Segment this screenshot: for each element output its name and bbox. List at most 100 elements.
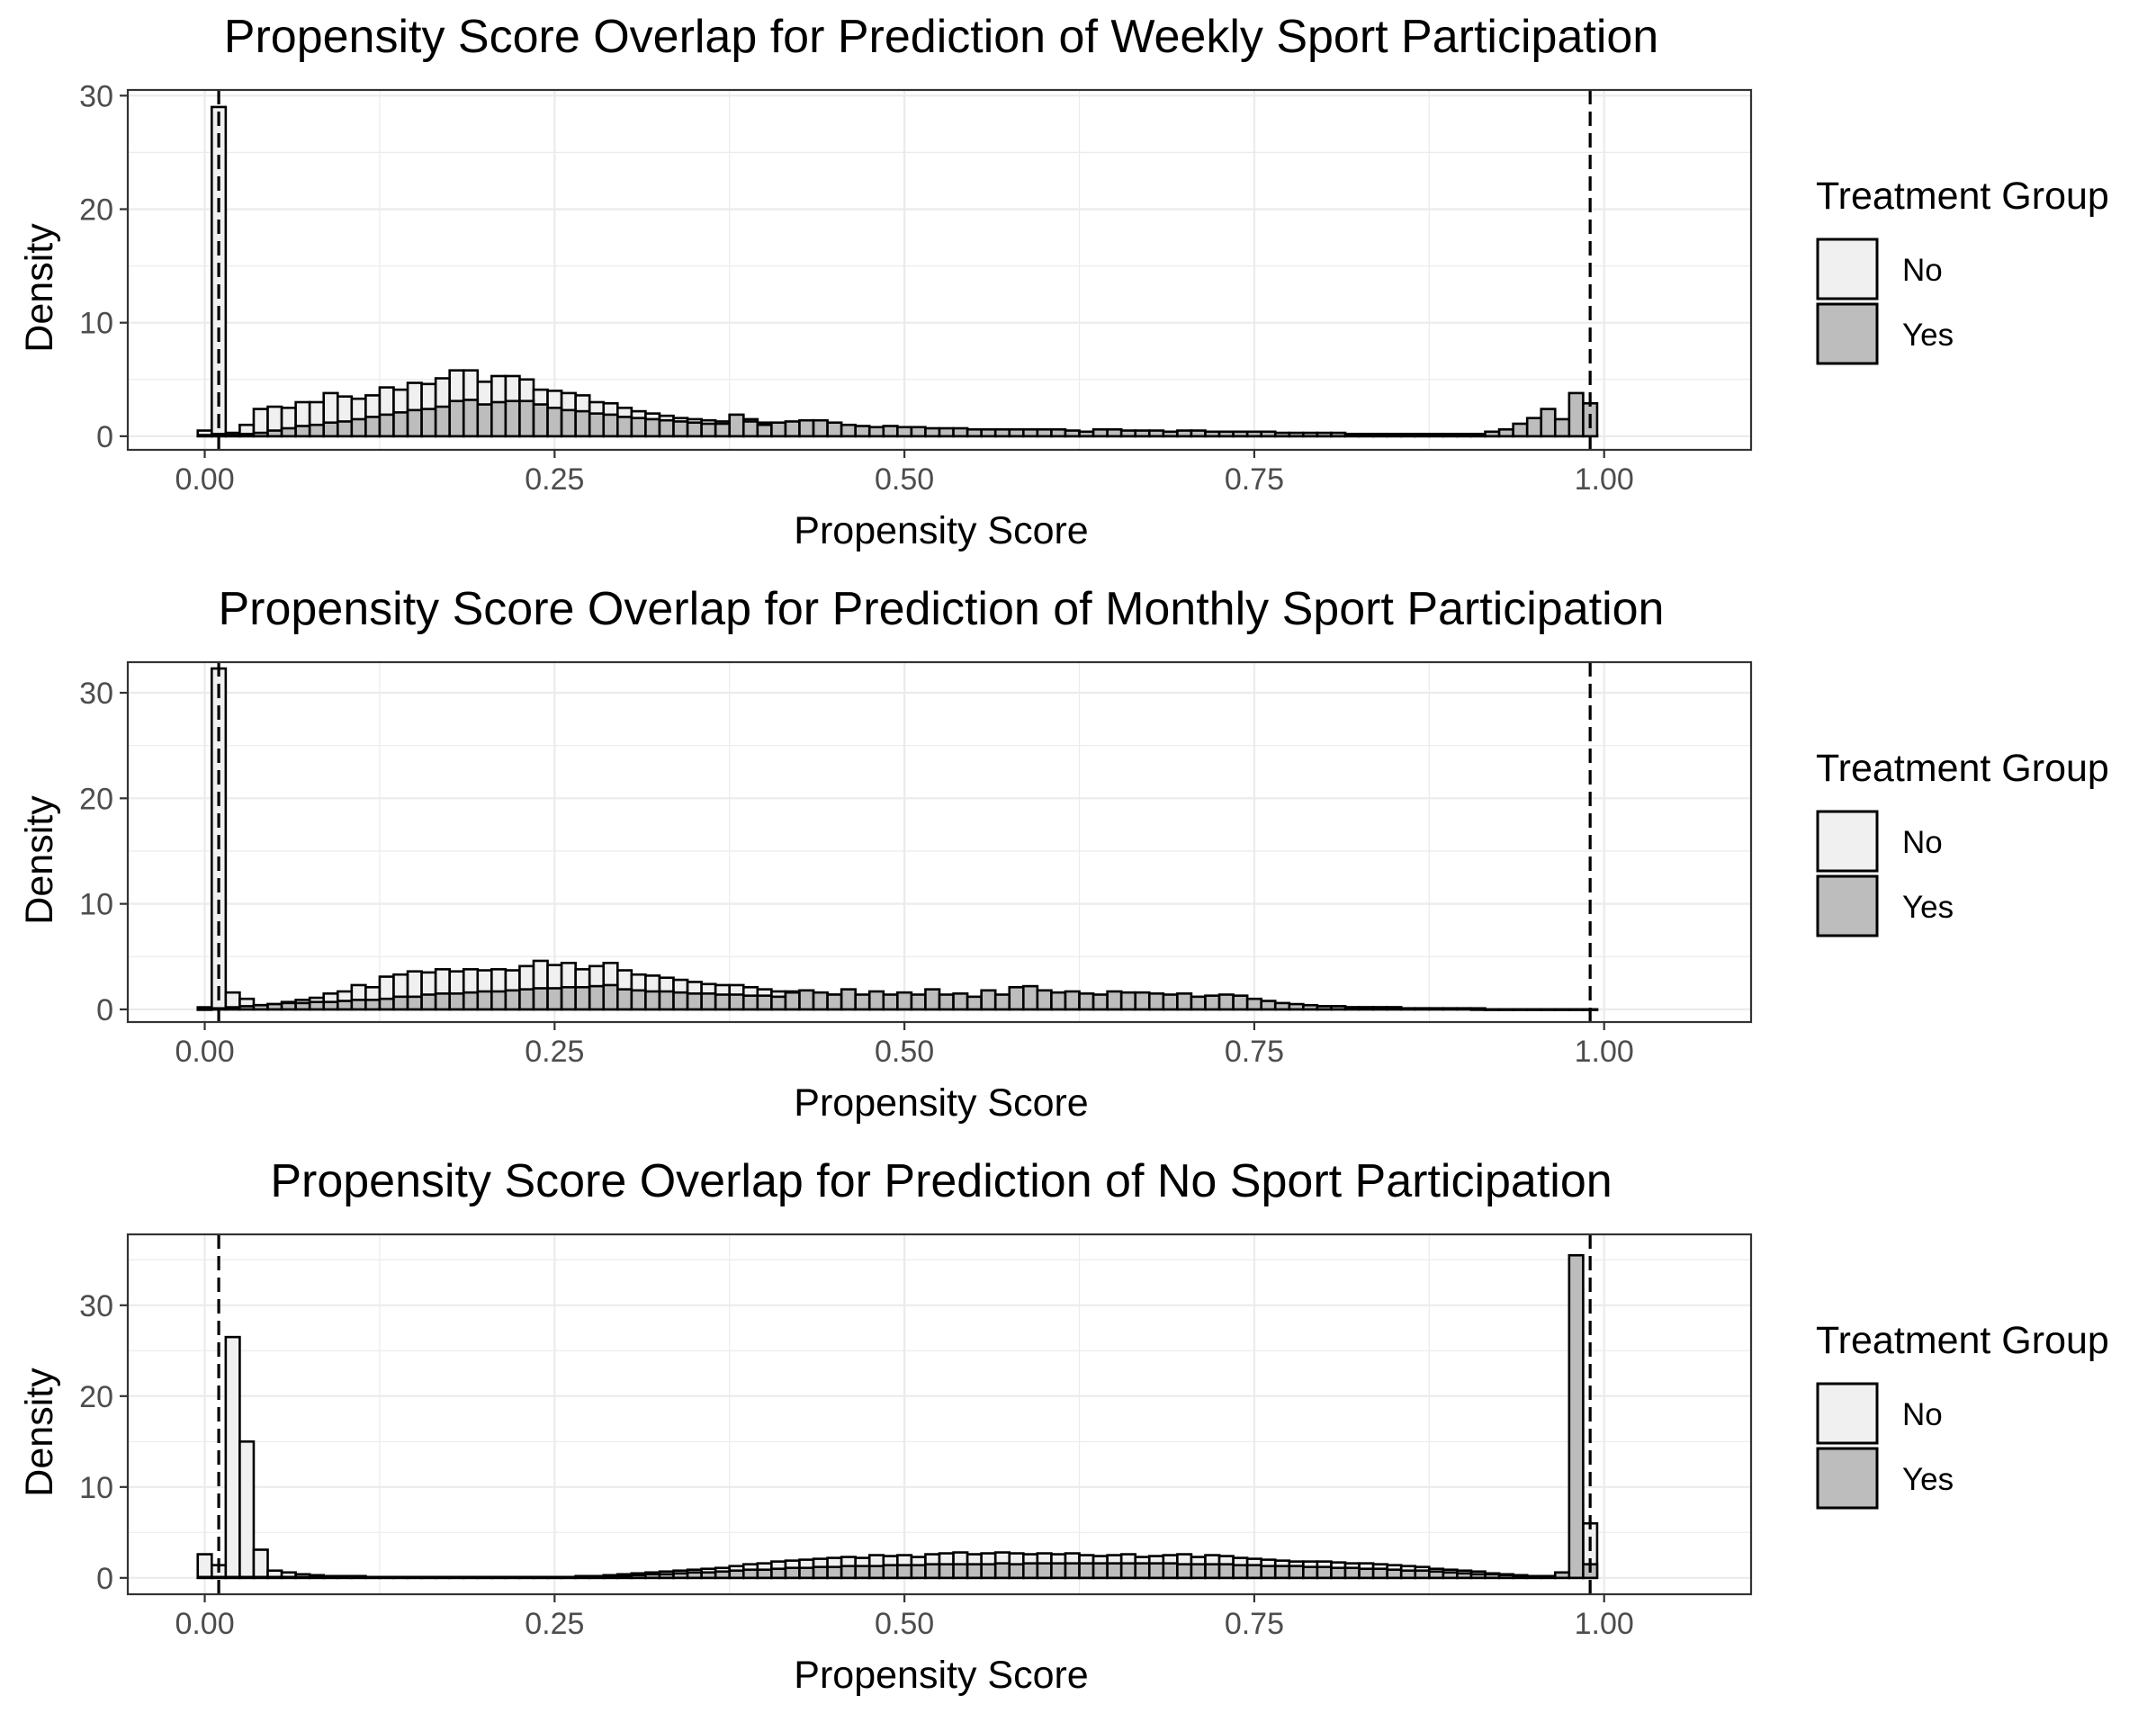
histogram-bar-yes (490, 400, 508, 438)
histogram-bar-yes (392, 1575, 409, 1580)
histogram-bar-yes (741, 420, 759, 438)
histogram-bar-yes (1288, 1002, 1305, 1011)
histogram-bar-yes (896, 1564, 913, 1580)
histogram-bar-yes (728, 413, 745, 438)
histogram-bar-yes (1484, 1573, 1501, 1580)
histogram-bar-no (252, 1548, 269, 1580)
legend-label-yes: Yes (1902, 1462, 1954, 1497)
histogram-bar-yes (518, 988, 535, 1011)
x-tick-label: 0.25 (525, 1035, 584, 1069)
x-tick-label: 0.00 (175, 462, 234, 497)
histogram-bar-yes (1386, 433, 1403, 438)
histogram-bar-yes (910, 1564, 927, 1580)
histogram-bar-yes (1497, 1574, 1514, 1580)
histogram-bar-yes (756, 423, 773, 438)
histogram-bar-yes (700, 422, 717, 438)
histogram-bar-yes (406, 995, 423, 1011)
histogram-bar-yes (1568, 1253, 1585, 1580)
histogram-bar-yes (476, 403, 493, 438)
histogram-bar-yes (1134, 991, 1151, 1011)
y-tick-label: 30 (79, 677, 113, 711)
histogram-bar-yes (938, 1563, 955, 1580)
histogram-bar-yes (1245, 1564, 1262, 1580)
histogram-bar-yes (882, 425, 899, 438)
histogram-bar-yes (1316, 431, 1333, 438)
histogram-bar-yes (867, 990, 885, 1011)
histogram-bar-yes (966, 995, 983, 1011)
x-tick-label: 1.00 (1575, 462, 1634, 497)
histogram-bar-yes (322, 421, 339, 438)
histogram-bar-yes (672, 991, 689, 1011)
x-tick-label: 0.75 (1225, 462, 1284, 497)
legend-key-no (1816, 238, 1879, 300)
histogram-bar-yes (1022, 1562, 1039, 1580)
histogram-bar-yes (602, 413, 619, 438)
y-tick-label: 0 (96, 993, 113, 1027)
histogram-bar-yes (448, 992, 465, 1011)
histogram-bar-yes (1428, 433, 1445, 438)
histogram-bar-yes (993, 993, 1011, 1011)
histogram-bar-yes (1050, 427, 1067, 438)
legend-label-no: No (1902, 825, 1943, 860)
histogram-bar-yes (1147, 992, 1165, 1011)
legend-key-yes (1816, 1447, 1879, 1510)
legend-key-no (1816, 1382, 1879, 1445)
histogram-bar-no (224, 1335, 241, 1580)
histogram-bar-yes (1064, 990, 1081, 1011)
histogram-bar-yes (266, 1575, 283, 1580)
histogram-bar-yes (784, 991, 801, 1011)
histogram-bar-yes (322, 1575, 339, 1580)
plot-background (128, 1234, 1751, 1594)
histogram-bar-yes (490, 1575, 508, 1580)
histogram-bar-yes (504, 399, 521, 438)
x-tick-label: 0.75 (1225, 1607, 1284, 1641)
histogram-bar-yes (952, 426, 969, 438)
histogram-bar-yes (826, 993, 843, 1011)
histogram-bar-yes (560, 408, 577, 438)
y-tick-label: 30 (79, 79, 113, 113)
histogram-bar-yes (350, 1575, 367, 1580)
histogram-bar-yes (1022, 984, 1039, 1011)
x-axis-title: Propensity Score (794, 509, 1088, 552)
x-axis-title: Propensity Score (794, 1654, 1088, 1697)
histogram-bar-yes (1540, 1574, 1557, 1580)
histogram-bar-yes (798, 418, 815, 438)
histogram-bar-yes (336, 1000, 354, 1011)
legend-key-yes (1816, 302, 1879, 365)
histogram-bar-yes (434, 1575, 451, 1580)
histogram-bar-yes (238, 1575, 256, 1580)
histogram-bar-yes (1273, 1565, 1291, 1580)
histogram-bar-yes (630, 417, 647, 438)
histogram-bar-no (196, 1553, 213, 1580)
legend-title: Treatment Group (1816, 175, 2109, 218)
histogram-bar-yes (532, 987, 549, 1011)
histogram-bar-yes (1497, 1008, 1514, 1011)
histogram-bar-yes (392, 995, 409, 1011)
histogram-bar-yes (476, 990, 493, 1011)
histogram-bar-yes (1078, 430, 1095, 438)
histogram-bar-yes (1553, 417, 1571, 438)
histogram-bar-yes (1302, 1003, 1319, 1011)
y-tick-label: 30 (79, 1289, 113, 1323)
histogram-bar-yes (826, 421, 843, 438)
histogram-bar-yes (1162, 993, 1179, 1011)
histogram-bar-yes (1371, 433, 1388, 438)
histogram-bar-yes (574, 985, 591, 1011)
histogram-bar-yes (378, 1575, 395, 1580)
histogram-bar-yes (1484, 430, 1501, 438)
legend-label-no: No (1902, 253, 1943, 288)
histogram-bar-no (238, 1440, 256, 1580)
histogram-bar-yes (434, 405, 451, 438)
histogram-bar-yes (1091, 993, 1109, 1011)
panel-weekly: Propensity Score Overlap for Prediction … (0, 0, 2156, 569)
histogram-bar-yes (700, 992, 717, 1011)
histogram-bar-yes (882, 1564, 899, 1580)
histogram-bar-yes (1386, 1568, 1403, 1580)
histogram-bar-yes (1469, 433, 1487, 438)
histogram-bar-yes (714, 422, 732, 438)
histogram-bar-yes (1260, 1000, 1277, 1011)
histogram-bar-yes (896, 991, 913, 1011)
histogram-bar-yes (518, 399, 535, 438)
histogram-bar-yes (741, 994, 759, 1011)
histogram-bar-yes (211, 1575, 228, 1580)
